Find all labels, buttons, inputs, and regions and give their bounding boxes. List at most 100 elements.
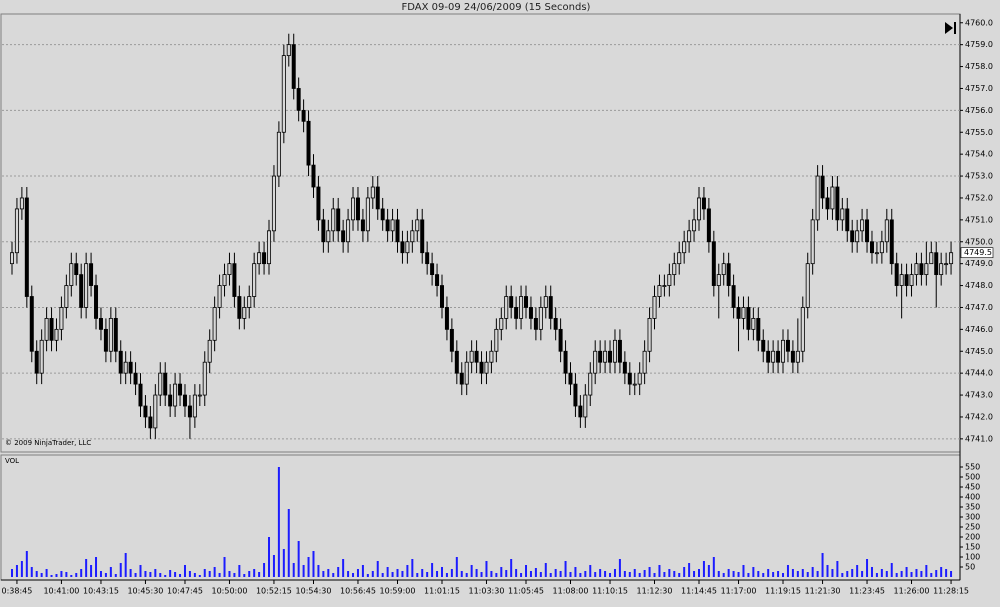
volume-bar — [895, 573, 898, 577]
volume-bar — [218, 573, 221, 577]
scroll-end-button[interactable] — [945, 22, 956, 34]
volume-bar — [900, 571, 903, 577]
volume-bar — [292, 563, 295, 577]
candle-body — [19, 197, 24, 210]
candle-body — [257, 252, 262, 265]
y-tick-label: 4759.0 — [965, 40, 993, 49]
volume-bar — [450, 569, 453, 577]
candle-body — [919, 263, 924, 276]
x-tick-label: 11:14:45 — [681, 587, 717, 596]
candle-body — [173, 383, 178, 407]
volume-bar — [945, 569, 948, 577]
candle-body — [667, 274, 672, 286]
volume-bar — [737, 572, 740, 577]
candle-body — [395, 219, 400, 243]
candle-body — [860, 219, 865, 232]
y2-tick-label: 300 — [965, 513, 980, 522]
candle-body — [351, 197, 356, 221]
volume-bar — [401, 571, 404, 577]
volume-label: VOL — [5, 457, 19, 465]
candle-body — [622, 361, 627, 374]
volume-bar — [366, 574, 369, 577]
candle-body — [24, 197, 29, 297]
candle-body — [652, 296, 657, 319]
volume-bar — [717, 571, 720, 577]
volume-bar — [505, 570, 508, 577]
candle-body — [336, 208, 341, 232]
candle-body — [499, 318, 504, 330]
candle-body — [439, 285, 444, 308]
chart-title: FDAX 09-09 24/06/2009 (15 Seconds) — [402, 2, 591, 13]
candle-body — [914, 263, 919, 276]
volume-bar — [495, 573, 498, 577]
volume-bar — [30, 567, 33, 577]
candle-body — [217, 285, 222, 308]
volume-bar — [421, 569, 424, 577]
volume-bar — [520, 573, 523, 577]
x-tick-label: 10:54:30 — [296, 587, 332, 596]
candle-body — [89, 263, 94, 286]
candle-body — [34, 350, 39, 374]
volume-bar — [104, 573, 107, 577]
candle-body — [785, 339, 790, 352]
candle-body — [528, 307, 533, 319]
candle-body — [469, 350, 474, 363]
y-tick-label: 4758.0 — [965, 62, 993, 71]
candle-body — [751, 318, 756, 330]
volume-bar — [569, 572, 572, 577]
volume-bar — [238, 565, 241, 577]
candle-body — [825, 197, 830, 210]
volume-bar — [905, 567, 908, 577]
volume-bar — [144, 571, 147, 577]
candle-body — [103, 328, 108, 352]
x-tick-label: 11:28:15 — [933, 587, 969, 596]
candle-body — [326, 230, 331, 243]
candle-body — [237, 296, 242, 319]
y-tick-label: 4748.0 — [965, 281, 993, 290]
volume-bar — [678, 573, 681, 577]
volume-bar — [707, 565, 710, 577]
candle-body — [548, 296, 553, 319]
candle-body — [855, 230, 860, 243]
candle-body — [405, 241, 410, 254]
volume-bar — [198, 575, 201, 577]
candle-body — [934, 252, 939, 276]
candle-body — [271, 175, 276, 232]
candle-body — [835, 186, 840, 221]
candle-body — [44, 318, 49, 341]
candle-body — [420, 219, 425, 254]
volume-bar — [396, 569, 399, 577]
volume-bar — [203, 569, 206, 577]
candle-body — [632, 383, 637, 386]
volume-bar — [490, 571, 493, 577]
volume-bar — [208, 571, 211, 577]
candle-body — [14, 208, 19, 254]
last-price-box — [960, 247, 994, 259]
candle-body — [375, 186, 380, 210]
volume-bar — [75, 573, 78, 577]
candle-body — [612, 339, 617, 363]
candle-body — [29, 296, 34, 352]
volume-bar — [80, 569, 83, 577]
candle-body — [869, 241, 874, 254]
candle-body — [781, 339, 786, 363]
volume-bar — [831, 569, 834, 577]
x-tick-label: 10:41:00 — [43, 587, 79, 596]
volume-bar — [159, 573, 162, 577]
candle-body — [538, 307, 543, 330]
candle-body — [425, 252, 430, 265]
candle-body — [123, 361, 128, 374]
volume-bar — [85, 559, 88, 577]
volume-bar — [272, 555, 275, 577]
candle-body — [731, 285, 736, 308]
volume-bar — [609, 573, 612, 577]
volume-bar — [806, 572, 809, 577]
y2-tick-label: 500 — [965, 473, 980, 482]
y2-tick-label: 450 — [965, 483, 980, 492]
candle-body — [98, 318, 103, 330]
candle-body — [696, 197, 701, 221]
volume-bar — [594, 572, 597, 577]
candle-body — [321, 219, 326, 243]
candle-body — [474, 350, 479, 363]
